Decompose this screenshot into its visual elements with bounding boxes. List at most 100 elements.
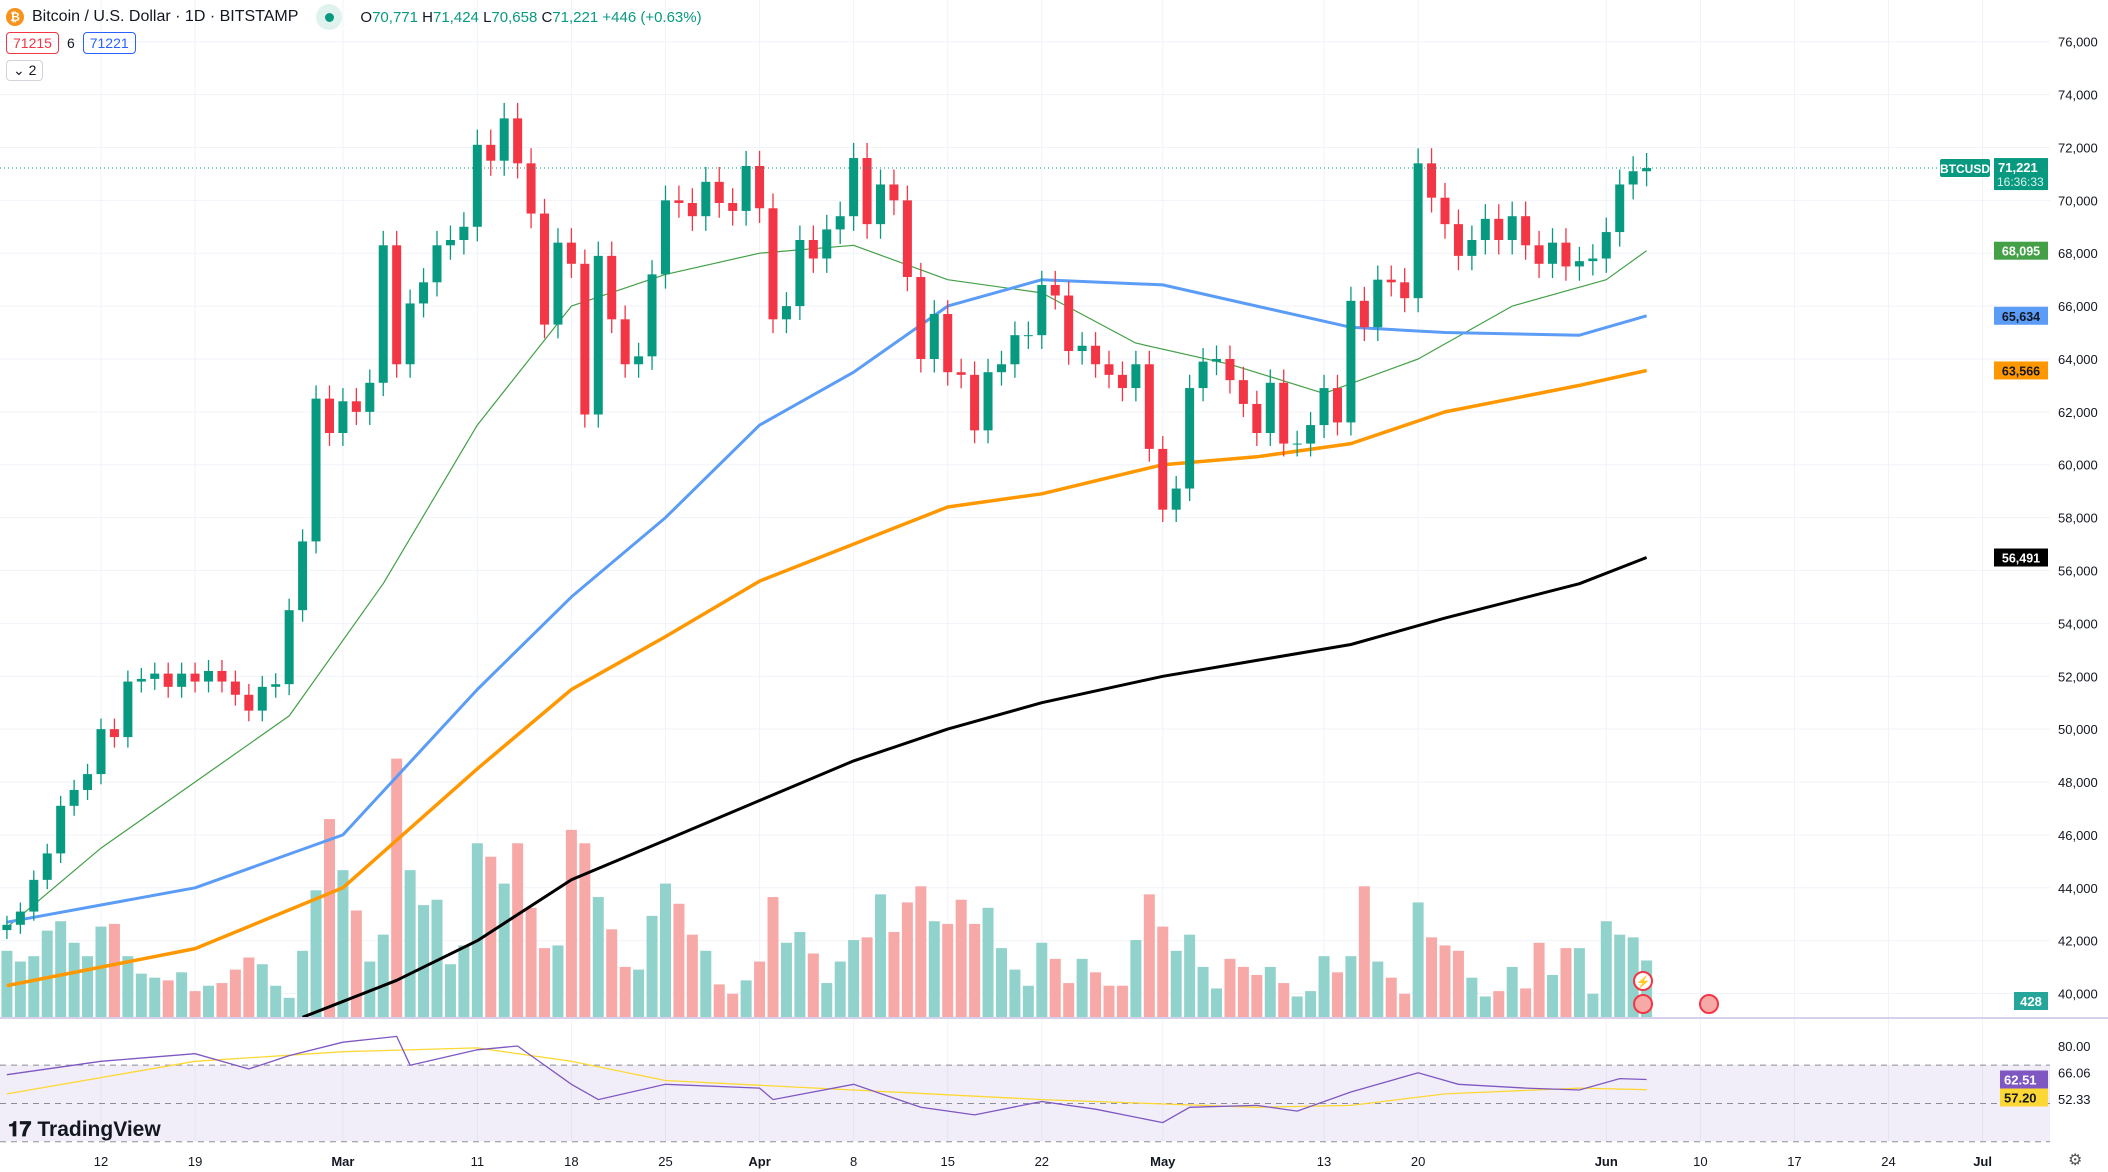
- volume-bar: [848, 940, 860, 1018]
- symbol-tag-text: BTCUSD: [1940, 162, 1990, 176]
- candle: [1373, 279, 1383, 328]
- volume-bar: [821, 983, 833, 1018]
- volume-bar: [1600, 921, 1612, 1018]
- time-tick: Jun: [1595, 1154, 1618, 1169]
- candle: [324, 398, 334, 434]
- volume-bar: [767, 897, 779, 1018]
- volume-bar: [243, 957, 255, 1018]
- volume-bar: [1251, 974, 1263, 1018]
- volume-bar: [122, 956, 134, 1018]
- candle: [1521, 216, 1531, 246]
- candle: [1292, 443, 1302, 445]
- candle: [970, 374, 980, 431]
- event-icons[interactable]: ⚡: [1633, 971, 1719, 1014]
- volume-bar: [1184, 934, 1196, 1018]
- candle: [929, 314, 939, 359]
- volume-bar: [1385, 977, 1397, 1018]
- symbol-tag: [1940, 159, 1990, 178]
- volume-bar: [189, 991, 201, 1018]
- candle: [1023, 335, 1033, 337]
- candle: [996, 364, 1006, 373]
- candle: [835, 216, 845, 230]
- volume-bar: [41, 930, 53, 1018]
- time-tick: 10: [1693, 1154, 1707, 1169]
- volume-bar: [1278, 983, 1290, 1018]
- candle: [311, 398, 321, 542]
- us-flag-icon[interactable]: [1699, 994, 1719, 1014]
- volume-bar: [1627, 937, 1639, 1018]
- volume-bar: [686, 934, 698, 1018]
- volume-bar: [1331, 972, 1343, 1018]
- volume-bar: [928, 921, 940, 1018]
- volume-bar: [28, 956, 40, 1018]
- candle: [808, 240, 818, 259]
- volume-bar: [1479, 996, 1491, 1018]
- volume-bar: [982, 907, 994, 1018]
- ma100-line: [6, 368, 1647, 988]
- time-tick: 15: [940, 1154, 954, 1169]
- candle: [1480, 218, 1490, 240]
- price-axis[interactable]: 76,000 74,000 72,000 70,000 68,000 66,000 64,0…: [0, 35, 2098, 1107]
- sell-button[interactable]: 71215: [6, 32, 59, 54]
- candle: [244, 694, 254, 711]
- volume-bar: [888, 931, 900, 1018]
- symbol-title[interactable]: Bitcoin / U.S. Dollar · 1D · BITSTAMP: [32, 8, 299, 25]
- candle: [889, 184, 899, 201]
- volume-bar: [579, 843, 591, 1018]
- volume-bar: [337, 870, 349, 1018]
- candle: [365, 382, 375, 412]
- candle: [499, 118, 509, 161]
- candle: [1144, 364, 1154, 449]
- volume-bar: [68, 942, 80, 1018]
- time-tick: 24: [1881, 1154, 1895, 1169]
- candle: [29, 879, 39, 912]
- time-tick: 22: [1035, 1154, 1049, 1169]
- candle: [1319, 388, 1329, 426]
- time-axis[interactable]: 12 19 Mar 11 18 25 Apr 8 15 22 May 13 20 Jun 10 17 24 Jul: [94, 1154, 1992, 1169]
- volume-bar: [1439, 945, 1451, 1018]
- candle: [1104, 364, 1114, 375]
- rsi-line: [6, 1035, 1647, 1124]
- volume-bar: [1130, 940, 1142, 1018]
- volume-bar: [727, 993, 739, 1018]
- candle: [634, 356, 644, 365]
- volume-bar: [780, 942, 792, 1018]
- volume-bar: [498, 883, 510, 1018]
- volume-bar: [1305, 991, 1317, 1018]
- us-flag-icon[interactable]: [1633, 994, 1653, 1014]
- candle: [1010, 335, 1020, 365]
- tv-logo-icon: 𝟏𝟕: [8, 1118, 32, 1141]
- candle: [1332, 388, 1342, 423]
- candle: [943, 314, 953, 373]
- symbol-legend[interactable]: ₿ Bitcoin / U.S. Dollar · 1D · BITSTAMP …: [6, 4, 702, 30]
- volume-bar: [740, 980, 752, 1018]
- candle: [1117, 374, 1127, 389]
- volume-bar: [55, 921, 67, 1018]
- candle: [513, 118, 523, 164]
- tradingview-logo[interactable]: 𝟏𝟕 TradingView: [8, 1118, 161, 1141]
- candle: [902, 200, 912, 278]
- candle: [593, 255, 603, 415]
- volume-bar: [673, 903, 685, 1018]
- indicators-toggle[interactable]: ⌄ 2: [6, 60, 44, 81]
- volume-bar: [1358, 886, 1370, 1018]
- price-tick: 72,000: [2058, 140, 2098, 155]
- candle: [56, 805, 66, 854]
- lightning-icon[interactable]: [1633, 971, 1653, 991]
- candle: [1238, 380, 1248, 404]
- candle: [230, 681, 240, 695]
- ma200-value: 56,491: [2002, 552, 2040, 566]
- candle: [1427, 163, 1437, 198]
- candle: [647, 274, 657, 357]
- candle: [271, 684, 281, 687]
- volume-bar: [95, 926, 107, 1018]
- buy-button[interactable]: 71221: [82, 32, 136, 54]
- volume-bar: [915, 886, 927, 1018]
- ma50-line: [6, 278, 1648, 924]
- last-price-value: 71,221: [1998, 160, 2038, 175]
- candle: [1225, 358, 1235, 381]
- gear-icon[interactable]: ⚙: [2068, 1152, 2083, 1169]
- volume-bar: [350, 910, 362, 1018]
- volume-bars: [1, 758, 1653, 1018]
